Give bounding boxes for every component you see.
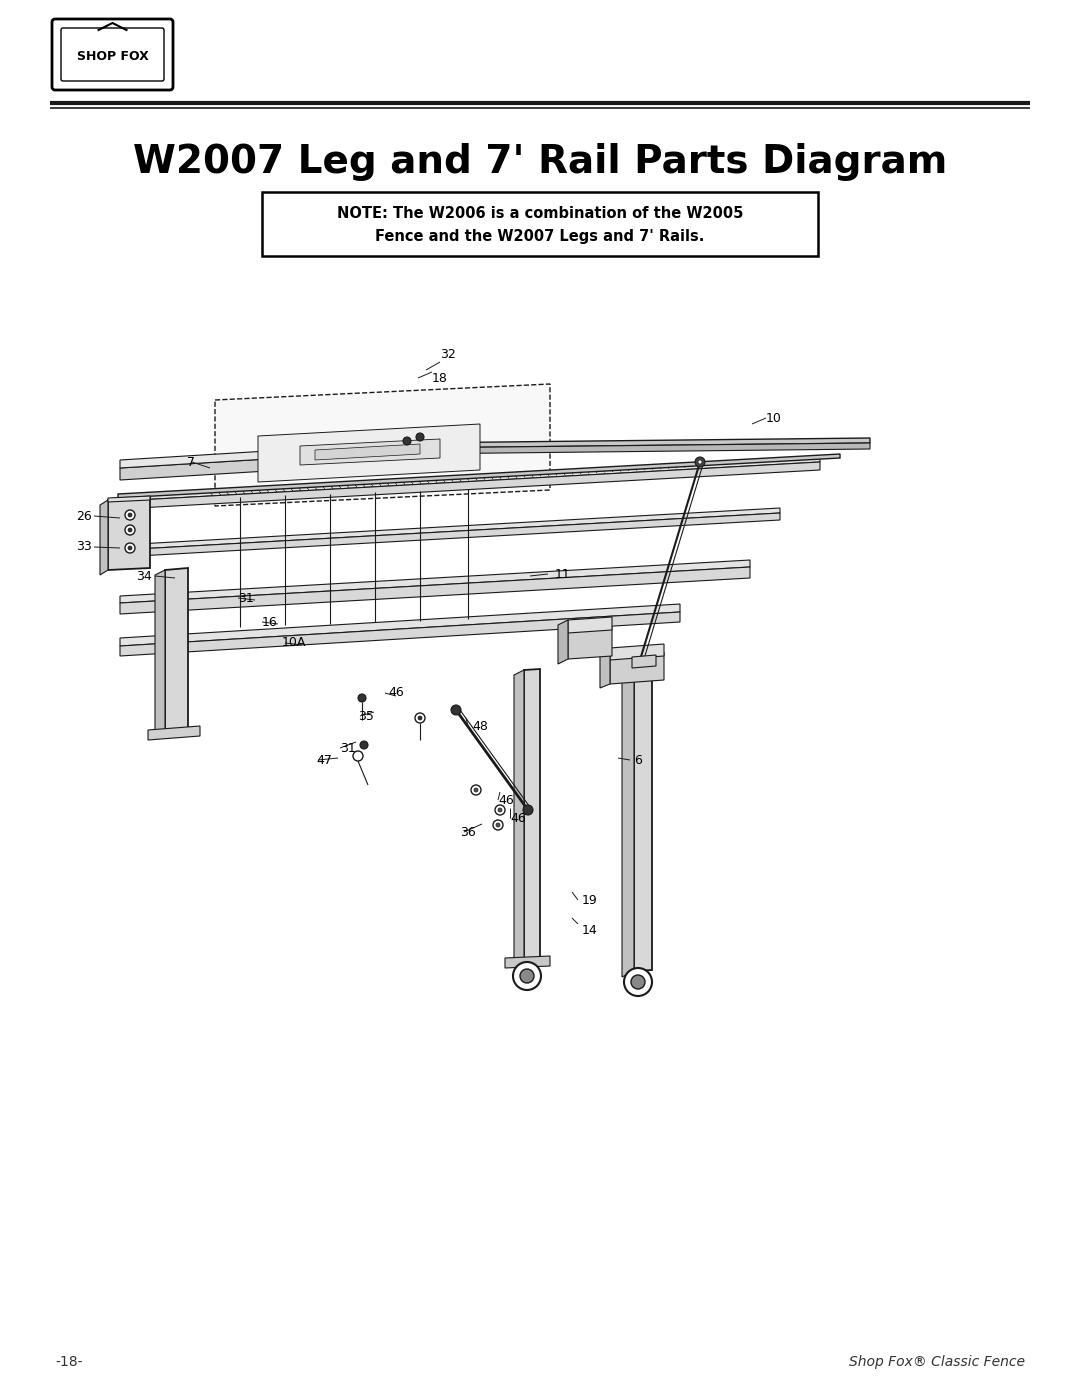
Circle shape [474,788,478,792]
Circle shape [418,717,422,719]
Circle shape [523,805,534,814]
Polygon shape [610,652,664,685]
Text: 48: 48 [472,719,488,732]
Circle shape [513,963,541,990]
Text: 35: 35 [357,710,374,722]
Polygon shape [165,569,188,732]
Text: 46: 46 [510,812,526,824]
Polygon shape [120,560,750,604]
Bar [262,191,818,256]
Polygon shape [108,497,150,570]
Polygon shape [622,671,634,977]
Text: Fence and the W2007 Legs and 7' Rails.: Fence and the W2007 Legs and 7' Rails. [376,229,704,244]
Polygon shape [524,669,540,961]
Polygon shape [300,439,440,465]
Polygon shape [108,496,150,502]
Text: 33: 33 [77,541,92,553]
Polygon shape [505,956,550,968]
Text: 34: 34 [136,570,152,583]
Polygon shape [120,450,415,481]
Polygon shape [632,655,656,668]
Polygon shape [120,604,680,645]
Polygon shape [634,669,652,971]
Circle shape [125,543,135,553]
FancyBboxPatch shape [60,28,164,81]
Polygon shape [568,627,612,659]
Circle shape [129,513,132,517]
Polygon shape [315,444,420,460]
Text: 46: 46 [498,793,514,806]
Text: 36: 36 [460,826,476,838]
Text: 11: 11 [555,567,570,581]
Polygon shape [120,612,680,657]
Polygon shape [408,439,870,448]
Polygon shape [558,620,568,664]
Polygon shape [568,617,612,633]
Circle shape [125,510,135,520]
Circle shape [360,740,368,749]
Polygon shape [215,384,550,506]
Circle shape [416,433,424,441]
Circle shape [451,705,461,715]
Polygon shape [148,726,200,740]
Circle shape [495,805,505,814]
Circle shape [129,528,132,532]
Text: 26: 26 [77,510,92,522]
Circle shape [624,968,652,996]
Circle shape [353,752,363,761]
Text: 10A: 10A [282,637,307,650]
Circle shape [471,785,481,795]
Polygon shape [514,671,524,965]
Circle shape [125,525,135,535]
Polygon shape [118,454,840,497]
Text: Shop Fox® Classic Fence: Shop Fox® Classic Fence [849,1355,1025,1369]
Polygon shape [408,443,870,454]
Text: 7: 7 [187,455,195,468]
Polygon shape [395,432,430,446]
Text: 46: 46 [388,686,404,700]
Circle shape [415,712,426,724]
Polygon shape [600,648,610,687]
Circle shape [519,970,534,983]
Circle shape [631,975,645,989]
Text: 14: 14 [582,923,597,936]
Polygon shape [120,441,415,468]
Circle shape [403,437,411,446]
Text: 47: 47 [316,753,332,767]
Text: 31: 31 [238,591,254,605]
Text: SHOP FOX: SHOP FOX [77,50,148,63]
Text: 10: 10 [766,412,782,425]
Polygon shape [120,457,820,502]
Text: 32: 32 [440,348,456,362]
Circle shape [496,823,500,827]
Circle shape [129,546,132,550]
Text: NOTE: The W2006 is a combination of the W2005: NOTE: The W2006 is a combination of the … [337,205,743,221]
Circle shape [696,457,705,467]
Circle shape [498,807,502,812]
Text: 16: 16 [262,616,278,629]
Polygon shape [610,644,664,659]
Text: 19: 19 [582,894,597,907]
FancyBboxPatch shape [52,20,173,89]
Polygon shape [120,509,780,550]
Circle shape [698,460,702,464]
Circle shape [357,694,366,703]
Polygon shape [100,500,108,576]
Text: 18: 18 [432,372,448,384]
Text: 31: 31 [340,742,355,754]
Text: W2007 Leg and 7' Rail Parts Diagram: W2007 Leg and 7' Rail Parts Diagram [133,142,947,182]
Polygon shape [156,570,165,738]
Polygon shape [120,513,780,557]
Text: -18-: -18- [55,1355,82,1369]
Text: 6: 6 [634,753,642,767]
Polygon shape [120,567,750,615]
Circle shape [492,820,503,830]
Polygon shape [120,462,820,509]
Polygon shape [258,425,480,482]
